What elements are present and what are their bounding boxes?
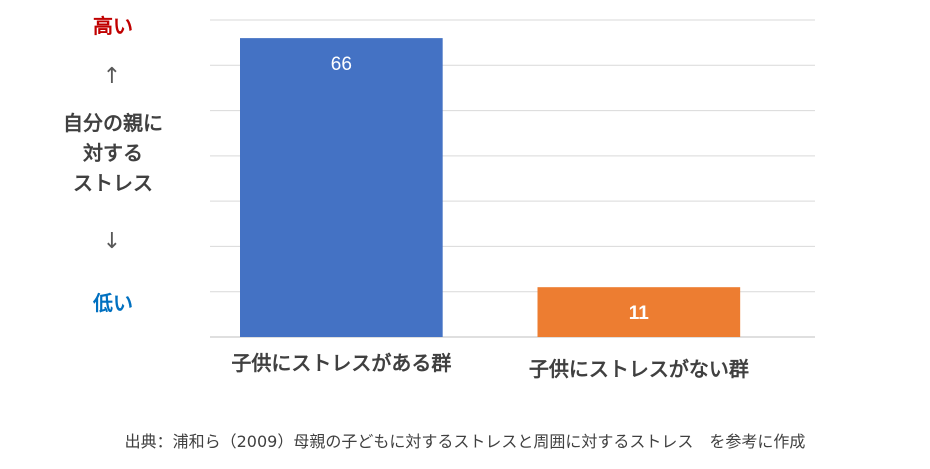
down-arrow-icon: ↓: [102, 229, 122, 254]
category-label-1: 子供にストレスがある群: [231, 351, 451, 375]
y-axis-low-label: 低い: [93, 291, 133, 315]
y-axis-title-line-2: 対する: [83, 141, 143, 165]
y-axis-title: 自分の親に 対する ストレス: [38, 108, 188, 198]
category-label-2: 子供にストレスがない群: [529, 357, 749, 381]
bars: [240, 38, 741, 337]
up-arrow-icon: ↑: [102, 64, 122, 89]
y-axis-title-line-1: 自分の親に: [63, 111, 163, 135]
data-labels: 66 11: [331, 54, 650, 324]
bar-2: [537, 287, 741, 337]
y-axis-title-line-3: ストレス: [73, 171, 153, 195]
category-labels: 子供にストレスがある群 子供にストレスがない群: [231, 351, 749, 381]
data-label-1: 66: [331, 54, 352, 75]
y-axis-high-label: 高い: [93, 14, 133, 38]
source-note: 出典：浦和ら（2009）母親の子どもに対するストレスと周囲に対するストレス を参…: [124, 432, 806, 451]
data-label-2: 11: [629, 303, 650, 324]
bar-1: [240, 38, 443, 337]
